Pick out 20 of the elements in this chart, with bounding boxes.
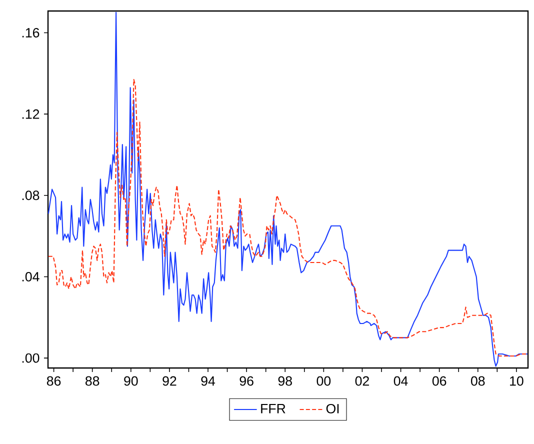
y-tick-label: .16 (22, 28, 40, 38)
x-tick-label: 86 (46, 376, 61, 386)
x-tick-label: 08 (470, 376, 485, 386)
x-tick-label: 88 (86, 376, 100, 386)
x-tick-label: 00 (316, 376, 331, 386)
x-tick-label: 02 (355, 376, 369, 386)
y-tick-label: .00 (22, 353, 40, 363)
x-tick-label: 90 (124, 376, 138, 386)
x-tick-label: 96 (240, 376, 254, 386)
x-tick-label: 04 (394, 376, 408, 386)
x-tick-label: 92 (162, 376, 176, 386)
x-tick-label: 98 (278, 376, 292, 386)
x-tick-label: 94 (201, 376, 216, 386)
y-tick-label: .12 (22, 109, 40, 119)
y-tick-label: .08 (22, 190, 40, 200)
x-tick-label: 06 (432, 376, 446, 386)
legend-label: FFR (261, 404, 286, 414)
legend-label: OI (326, 404, 339, 414)
y-tick-label: .04 (22, 272, 40, 282)
x-tick-label: 10 (510, 376, 524, 386)
